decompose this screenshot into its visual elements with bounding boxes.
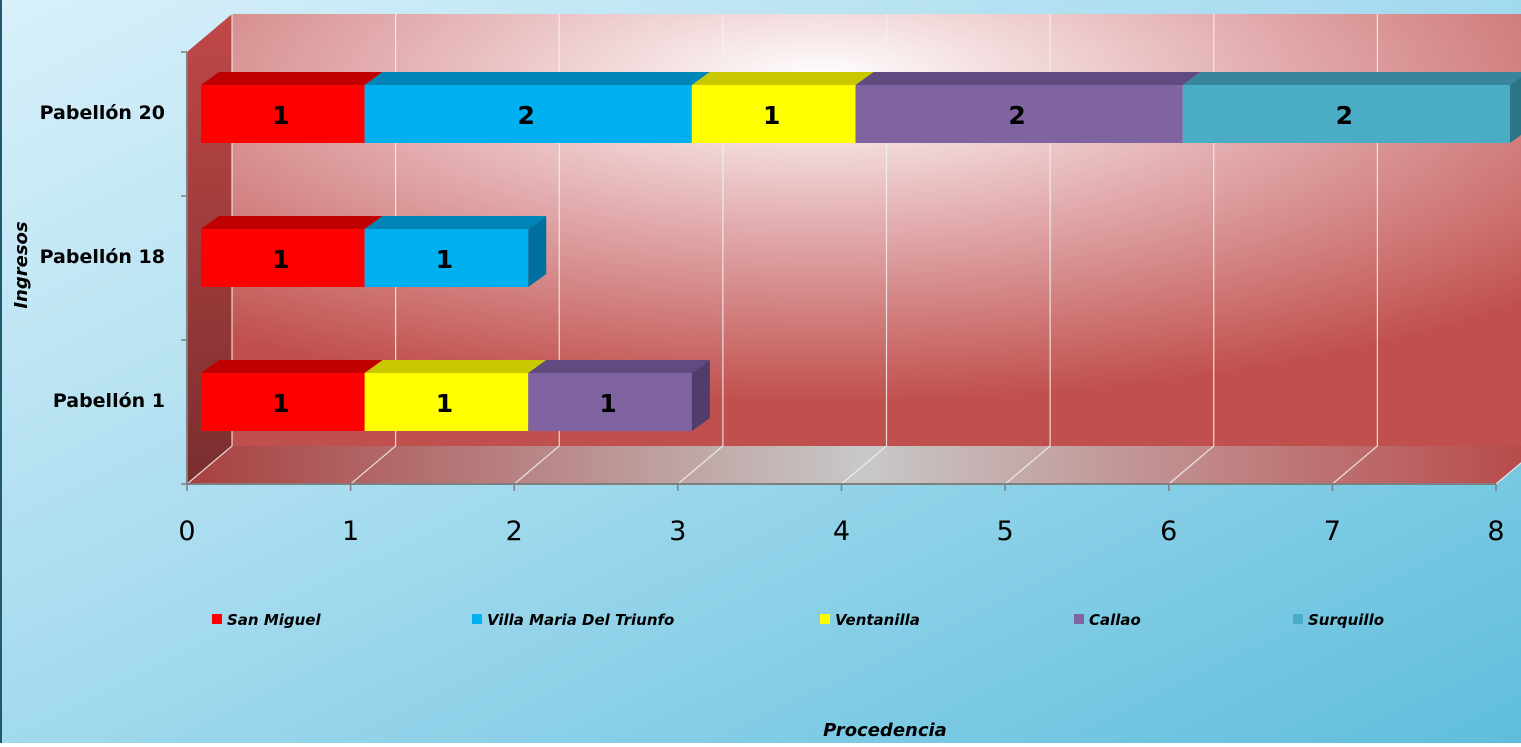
bar-front-face bbox=[364, 229, 529, 287]
bar-top-face bbox=[855, 72, 1201, 85]
bar-segment: 1 bbox=[528, 360, 710, 431]
bar-segment: 1 bbox=[364, 360, 547, 431]
bar-segment: 2 bbox=[364, 72, 710, 143]
bars: 1 1 1 1 1 1 2 1 2 2 bbox=[201, 72, 1521, 431]
grid-line bbox=[186, 14, 233, 485]
bar-top-face bbox=[364, 360, 547, 373]
grid-line bbox=[513, 14, 560, 485]
bar-side-face bbox=[528, 216, 547, 287]
bar-segment: 2 bbox=[855, 72, 1201, 143]
bar-front-face bbox=[691, 85, 856, 143]
legend: San Miguel Villa Maria Del Triunfo Ventani… bbox=[212, 611, 1384, 629]
bar-front-face bbox=[528, 373, 692, 431]
x-tick-label: 1 bbox=[342, 516, 359, 547]
grid-line bbox=[1004, 14, 1051, 485]
x-tick-label: 8 bbox=[1487, 516, 1504, 547]
bar-front-face bbox=[364, 373, 529, 431]
bar-data-label: 2 bbox=[1336, 101, 1353, 130]
bar-top-face bbox=[364, 216, 547, 229]
bar-side-face bbox=[691, 360, 710, 431]
bar-front-face bbox=[201, 85, 365, 143]
bar-top-face bbox=[691, 72, 874, 85]
bar-data-label: 1 bbox=[272, 389, 289, 418]
bar-front-face bbox=[364, 85, 692, 143]
bar-top-face bbox=[528, 360, 710, 373]
bar-data-label: 2 bbox=[1008, 101, 1025, 130]
x-tick-label: 6 bbox=[1160, 516, 1177, 547]
axes: 0 1 2 3 4 5 6 7 8 Pabellón 1 Pabellón 18 Pabellón 2… bbox=[40, 51, 1505, 547]
grid-line bbox=[1168, 14, 1215, 485]
bar-front-face bbox=[855, 85, 1183, 143]
bar-top-face bbox=[201, 72, 383, 85]
floor bbox=[187, 446, 1521, 484]
legend-swatch bbox=[1074, 614, 1084, 624]
x-tick-label: 4 bbox=[833, 516, 850, 547]
grid-line bbox=[1495, 462, 1521, 485]
bar-segment: 1 bbox=[691, 72, 874, 143]
bar-top-face bbox=[201, 360, 383, 373]
grid-line bbox=[841, 14, 888, 485]
grid-lines bbox=[186, 14, 1521, 485]
bar-data-label: 1 bbox=[436, 389, 453, 418]
legend-item: Surquillo bbox=[1293, 611, 1384, 629]
legend-item: Villa Maria Del Triunfo bbox=[472, 611, 674, 629]
bar-data-label: 1 bbox=[272, 245, 289, 274]
legend-label: San Miguel bbox=[227, 611, 321, 629]
bar-top-face bbox=[364, 72, 710, 85]
x-tick-label: 5 bbox=[997, 516, 1014, 547]
bar-segment: 1 bbox=[201, 360, 383, 431]
x-axis-title: Procedencia bbox=[823, 720, 947, 741]
bar-data-label: 2 bbox=[518, 101, 535, 130]
legend-label: Surquillo bbox=[1308, 611, 1384, 629]
bar-data-label: 1 bbox=[272, 101, 289, 130]
bar-data-label: 1 bbox=[599, 389, 616, 418]
bar-data-label: 1 bbox=[436, 245, 453, 274]
y-axis-title: Ingresos bbox=[11, 221, 32, 309]
bar-segment: 2 bbox=[1182, 72, 1521, 143]
y-category-label: Pabellón 1 bbox=[53, 390, 165, 412]
grid-line bbox=[350, 14, 397, 485]
bar-side-face bbox=[1510, 77, 1521, 143]
bar-data-label: 1 bbox=[763, 101, 780, 130]
bar-segment: 1 bbox=[364, 216, 547, 287]
x-tick-label: 3 bbox=[669, 516, 686, 547]
legend-label: Ventanilla bbox=[835, 611, 920, 629]
x-tick-label: 7 bbox=[1324, 516, 1341, 547]
legend-item: Callao bbox=[1074, 611, 1141, 629]
legend-item: San Miguel bbox=[212, 611, 321, 629]
bar-front-face bbox=[201, 229, 365, 287]
bar-front-face bbox=[1182, 85, 1510, 143]
y-category-label: Pabellón 20 bbox=[40, 102, 165, 124]
legend-swatch bbox=[1293, 614, 1303, 624]
grid-line bbox=[1331, 14, 1378, 485]
left-frame-line bbox=[0, 0, 2, 743]
legend-label: Villa Maria Del Triunfo bbox=[487, 611, 674, 629]
legend-swatch bbox=[820, 614, 830, 624]
legend-swatch bbox=[472, 614, 482, 624]
bar-segment: 1 bbox=[201, 216, 383, 287]
bar-segment: 1 bbox=[201, 72, 383, 143]
y-category-label: Pabellón 18 bbox=[40, 246, 165, 268]
legend-label: Callao bbox=[1089, 611, 1141, 629]
x-tick-label: 0 bbox=[178, 516, 195, 547]
grid-line bbox=[677, 14, 724, 485]
bar-top-face bbox=[1182, 72, 1521, 85]
bar-top-face bbox=[201, 216, 383, 229]
bar-front-face bbox=[201, 373, 365, 431]
legend-item: Ventanilla bbox=[820, 611, 920, 629]
legend-swatch bbox=[212, 614, 222, 624]
x-tick-label: 2 bbox=[506, 516, 523, 547]
